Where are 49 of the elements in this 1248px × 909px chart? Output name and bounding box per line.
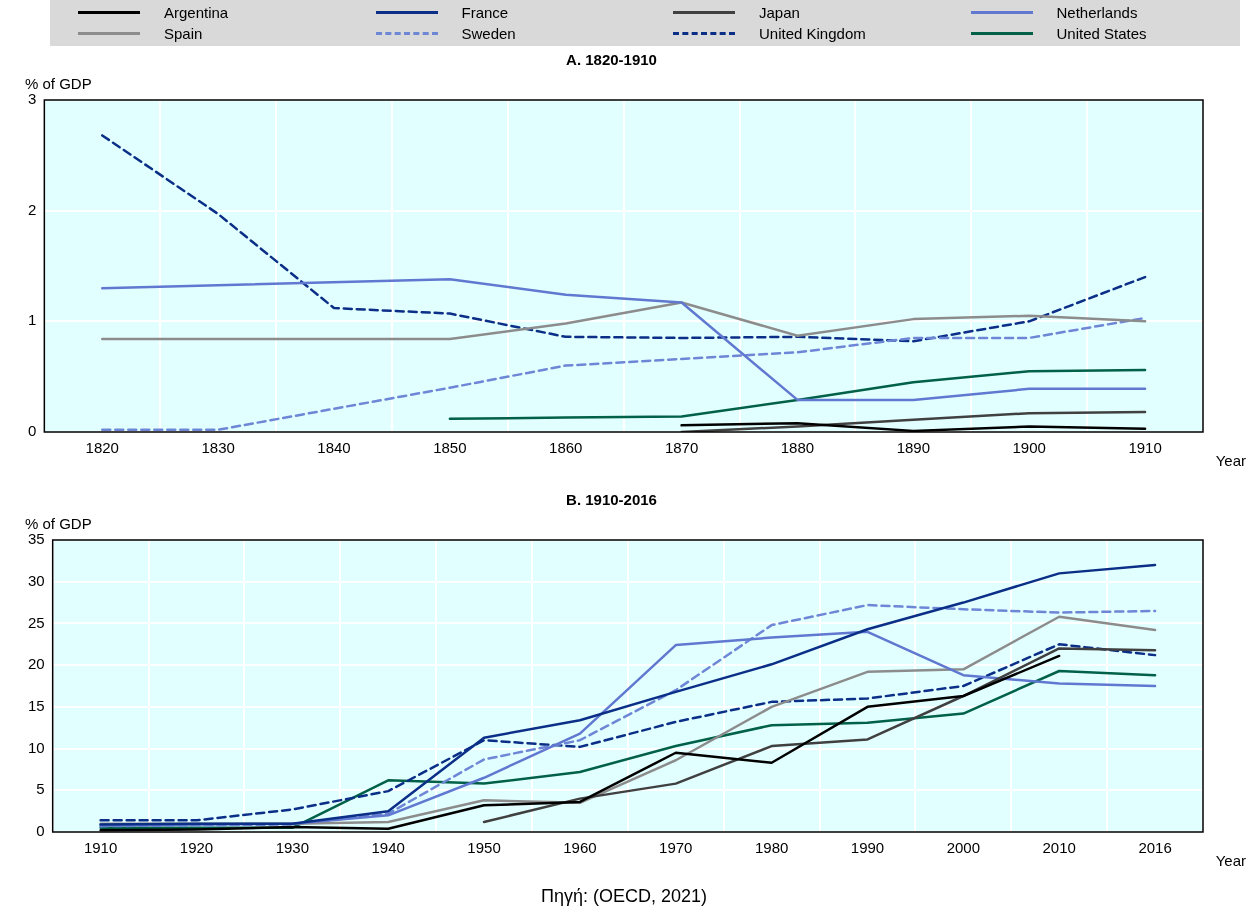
y-tick-label: 0 — [36, 822, 45, 840]
y-tick-label: 3 — [28, 90, 37, 108]
x-tick-label: 2016 — [1138, 839, 1172, 857]
x-tick-label: 2000 — [946, 839, 981, 857]
legend-label: Argentina — [164, 4, 229, 21]
legend-label: France — [461, 4, 509, 21]
x-tick-label: 1940 — [371, 839, 405, 857]
chart-title: B. 1910-2016 — [566, 491, 657, 509]
x-tick-label: 1990 — [850, 839, 885, 857]
x-tick-label: 1910 — [83, 839, 118, 857]
x-axis-title: Year — [1215, 451, 1246, 469]
x-tick-label: 1870 — [664, 439, 699, 457]
x-tick-label: 1860 — [549, 439, 583, 457]
x-tick-label: 1910 — [1128, 439, 1162, 457]
x-tick-label: 1930 — [275, 839, 310, 857]
y-axis-title: % of GDP — [25, 74, 92, 92]
legend-label: Spain — [164, 25, 203, 42]
y-tick-label: 20 — [28, 655, 45, 673]
x-tick-label: 1920 — [179, 839, 214, 857]
x-tick-label: 1830 — [201, 439, 235, 457]
legend-label: Netherlands — [1056, 4, 1138, 21]
legend-label: Japan — [759, 4, 800, 21]
legend-label: Sweden — [461, 25, 516, 42]
y-tick-label: 15 — [28, 697, 45, 714]
x-tick-label: 1880 — [780, 439, 815, 457]
x-tick-label: 1950 — [467, 839, 501, 857]
text: Πηγή: (OECD, 2021) — [539, 886, 709, 907]
legend-label: United Kingdom — [759, 25, 866, 42]
y-tick-label: 35 — [28, 530, 45, 548]
x-tick-label: 1960 — [563, 839, 597, 857]
y-tick-label: 30 — [28, 571, 45, 589]
y-tick-label: 2 — [28, 200, 37, 218]
x-tick-label: 1820 — [85, 439, 119, 457]
y-tick-label: 5 — [36, 780, 45, 798]
x-tick-label: 1840 — [317, 439, 351, 457]
legend-label: United States — [1056, 25, 1147, 42]
y-tick-label: 1 — [28, 311, 37, 329]
x-tick-label: 1980 — [754, 839, 789, 857]
y-tick-label: 10 — [28, 738, 45, 756]
y-tick-label: 25 — [28, 613, 45, 631]
x-tick-label: 1850 — [433, 439, 467, 457]
y-tick-label: 0 — [28, 422, 37, 440]
x-tick-label: 1890 — [896, 439, 931, 457]
x-tick-label: 2010 — [1042, 839, 1076, 857]
x-tick-label: 1970 — [659, 839, 693, 857]
x-axis-title: Year — [1215, 851, 1246, 869]
y-axis-title: % of GDP — [25, 514, 92, 532]
chart-title: A. 1820-1910 — [566, 51, 657, 69]
x-tick-label: 1900 — [1012, 439, 1046, 457]
